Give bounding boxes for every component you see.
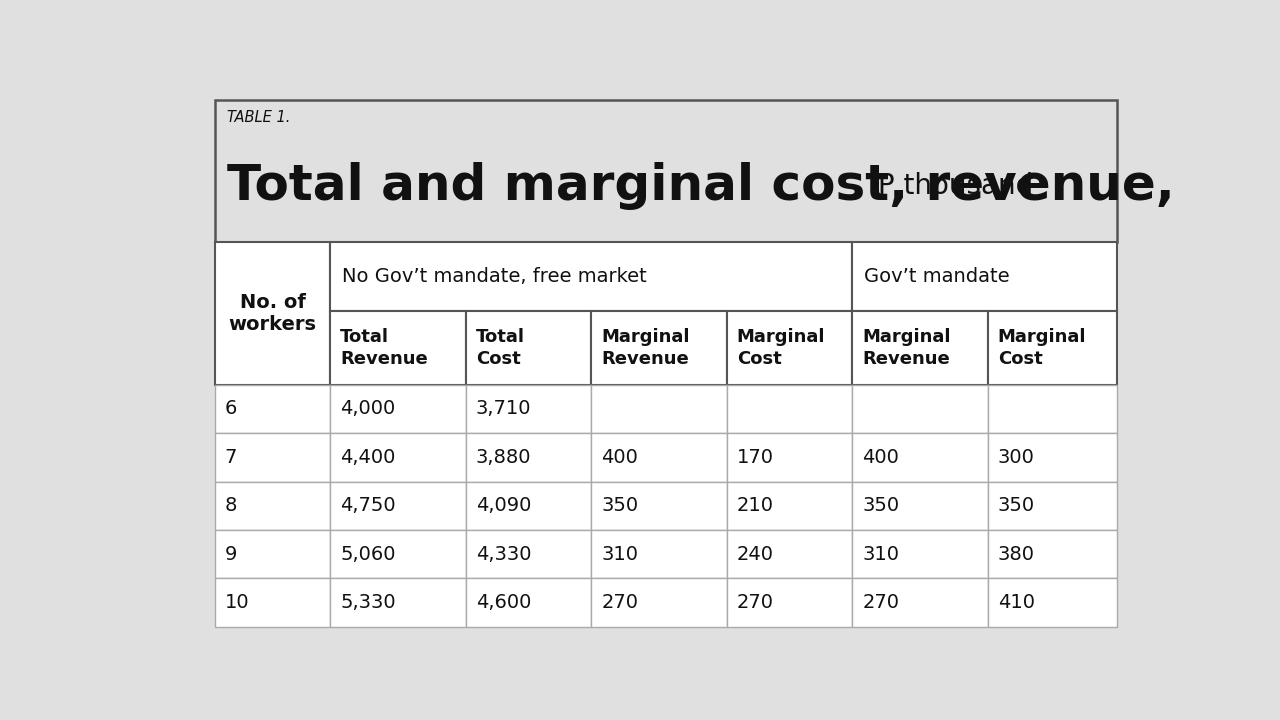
Bar [591, 384, 727, 433]
Text: 310: 310 [602, 545, 639, 564]
Text: Marginal
Revenue: Marginal Revenue [602, 328, 690, 367]
Bar [591, 482, 727, 530]
Bar [591, 311, 727, 384]
Bar [852, 482, 988, 530]
Text: Total
Revenue: Total Revenue [340, 328, 428, 367]
Bar [330, 384, 466, 433]
Text: Marginal
Cost: Marginal Cost [997, 328, 1087, 367]
Bar [466, 482, 591, 530]
Bar [727, 433, 852, 482]
Text: Marginal
Revenue: Marginal Revenue [863, 328, 951, 367]
Text: 310: 310 [863, 545, 900, 564]
Bar [852, 578, 988, 627]
Text: 400: 400 [602, 448, 639, 467]
Bar [852, 311, 988, 384]
Bar [466, 311, 591, 384]
Text: 3,880: 3,880 [476, 448, 531, 467]
Text: 240: 240 [737, 545, 773, 564]
Bar [591, 578, 727, 627]
Bar [466, 530, 591, 578]
Bar [727, 530, 852, 578]
Bar [852, 433, 988, 482]
Text: 350: 350 [997, 496, 1034, 516]
Bar [330, 530, 466, 578]
Bar [330, 433, 466, 482]
Bar [727, 384, 852, 433]
Bar [215, 384, 330, 433]
Bar [330, 243, 852, 311]
Text: 350: 350 [602, 496, 639, 516]
Text: 380: 380 [997, 545, 1034, 564]
Bar [852, 243, 1117, 311]
Bar [466, 384, 591, 433]
Text: Marginal
Cost: Marginal Cost [737, 328, 826, 367]
Bar [988, 311, 1117, 384]
Bar [727, 311, 852, 384]
Text: 4,090: 4,090 [476, 496, 531, 516]
Text: No Gov’t mandate, free market: No Gov’t mandate, free market [342, 267, 646, 286]
Bar [988, 482, 1117, 530]
Bar [330, 578, 466, 627]
Text: 210: 210 [737, 496, 773, 516]
Bar [591, 530, 727, 578]
Text: 8: 8 [224, 496, 237, 516]
Bar [727, 482, 852, 530]
Bar [330, 311, 466, 384]
Bar [852, 530, 988, 578]
Text: 300: 300 [997, 448, 1034, 467]
Bar [330, 482, 466, 530]
Text: 270: 270 [737, 593, 773, 612]
Bar [988, 530, 1117, 578]
Bar [215, 530, 330, 578]
Text: 5,330: 5,330 [340, 593, 396, 612]
Bar [988, 384, 1117, 433]
Text: 4,330: 4,330 [476, 545, 531, 564]
Text: No. of
workers: No. of workers [228, 293, 316, 335]
Bar [215, 433, 330, 482]
Text: 7: 7 [224, 448, 237, 467]
Text: 170: 170 [737, 448, 773, 467]
Bar [466, 578, 591, 627]
Text: 4,000: 4,000 [340, 400, 396, 418]
Bar [215, 578, 330, 627]
Text: 3,710: 3,710 [476, 400, 531, 418]
Text: 4,750: 4,750 [340, 496, 396, 516]
Text: Gov’t mandate: Gov’t mandate [864, 267, 1010, 286]
Bar [727, 578, 852, 627]
Bar [988, 578, 1117, 627]
Text: TABLE 1.: TABLE 1. [228, 109, 291, 125]
Text: P thousand: P thousand [869, 171, 1033, 199]
Text: 10: 10 [224, 593, 250, 612]
Text: 6: 6 [224, 400, 237, 418]
Bar [591, 433, 727, 482]
Bar [852, 384, 988, 433]
Text: 410: 410 [997, 593, 1034, 612]
Text: 270: 270 [602, 593, 639, 612]
Bar [215, 482, 330, 530]
Bar [988, 433, 1117, 482]
Bar [215, 100, 1117, 243]
Bar [215, 243, 330, 384]
Text: 4,600: 4,600 [476, 593, 531, 612]
Text: 350: 350 [863, 496, 900, 516]
Text: 4,400: 4,400 [340, 448, 396, 467]
Text: Total and marginal cost, revenue,: Total and marginal cost, revenue, [228, 161, 1175, 210]
Bar [466, 433, 591, 482]
Text: 270: 270 [863, 593, 900, 612]
Text: Total
Cost: Total Cost [476, 328, 525, 367]
Text: 5,060: 5,060 [340, 545, 396, 564]
Text: 9: 9 [224, 545, 237, 564]
Text: 400: 400 [863, 448, 899, 467]
